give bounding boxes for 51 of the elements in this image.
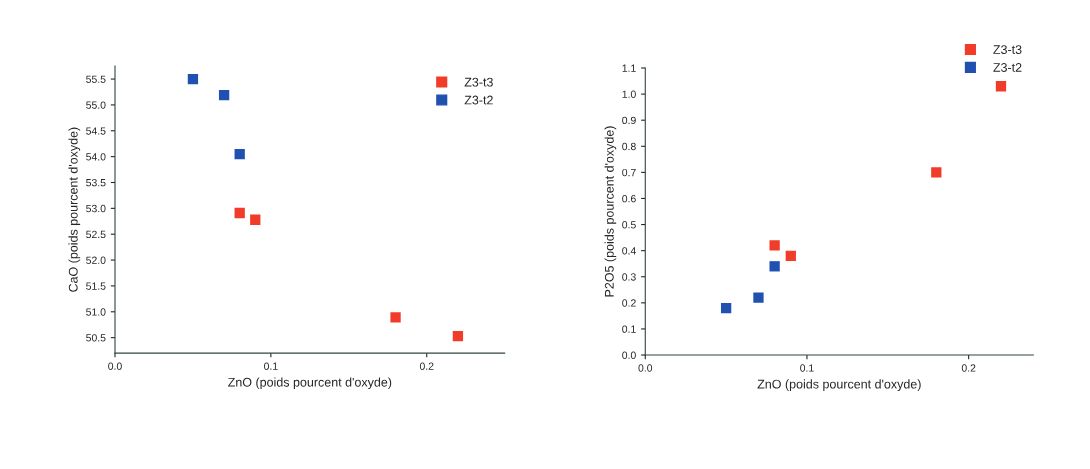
legend-label: Z3-t2 (464, 95, 493, 105)
y-tick-label: 0.8 (622, 142, 636, 151)
point (187, 73, 199, 85)
x-tick-label: 0.2 (419, 362, 434, 370)
x-axis-title: ZnO (poids pourcent d'oxyde) (757, 379, 921, 391)
point (234, 148, 245, 160)
y-tick-label: 0.3 (622, 273, 636, 281)
y-tick-label: 51.0 (86, 308, 106, 316)
y-tick-label: 55.5 (86, 75, 106, 83)
y-tick-label: 55.0 (86, 101, 106, 109)
y-tick-label: 0.5 (622, 221, 636, 229)
y-tick-label: 51.5 (86, 282, 106, 290)
y-tick-label: 54.5 (86, 127, 106, 135)
y-axis-title: CaO (poids pourcent d'oxyde) (68, 127, 81, 292)
y-tick-label: 0.7 (622, 168, 636, 177)
point (785, 250, 796, 262)
point (390, 312, 401, 323)
legend-label: Z3-t2 (993, 63, 1022, 72)
x-tick-label: 0.0 (108, 362, 122, 370)
y-tick-label: 53.5 (86, 178, 106, 187)
x-tick-label: 0.1 (264, 362, 278, 370)
y-tick-label: 54.0 (86, 153, 106, 161)
y-tick-label: 0.1 (622, 325, 636, 333)
y-tick-label: 52.0 (86, 256, 106, 264)
x-tick-label: 0.0 (638, 364, 653, 372)
point (931, 167, 942, 178)
y-tick-label: 52.5 (86, 230, 106, 239)
y-tick-label: 50.5 (86, 334, 106, 342)
y-tick-label: 1.0 (622, 90, 636, 98)
point (250, 214, 261, 225)
y-tick-label: 0.2 (622, 299, 636, 307)
x-tick-label: 0.2 (961, 364, 976, 372)
x-tick-label: 0.1 (800, 364, 814, 372)
y-tick-label: 53.0 (86, 204, 106, 213)
point (218, 89, 230, 101)
y-tick-label: 0.4 (622, 247, 636, 255)
point (769, 240, 780, 251)
y-tick-label: 0.6 (622, 194, 636, 203)
point (720, 302, 732, 314)
point (995, 81, 1007, 92)
y-axis-title: P2O5 (poids pourcent d'oxyde) (604, 126, 617, 297)
x-axis-title: ZnO (poids pourcent d'oxyde) (228, 377, 392, 390)
legend-label: Z3-t3 (464, 77, 493, 87)
y-tick-label: 1.1 (622, 64, 636, 72)
point (769, 261, 780, 272)
legend-label: Z3-t3 (993, 45, 1022, 54)
y-tick-label: 0.9 (622, 116, 636, 125)
point (452, 330, 464, 342)
point (234, 207, 245, 219)
point (753, 292, 764, 303)
y-tick-label: 0.0 (622, 351, 636, 359)
